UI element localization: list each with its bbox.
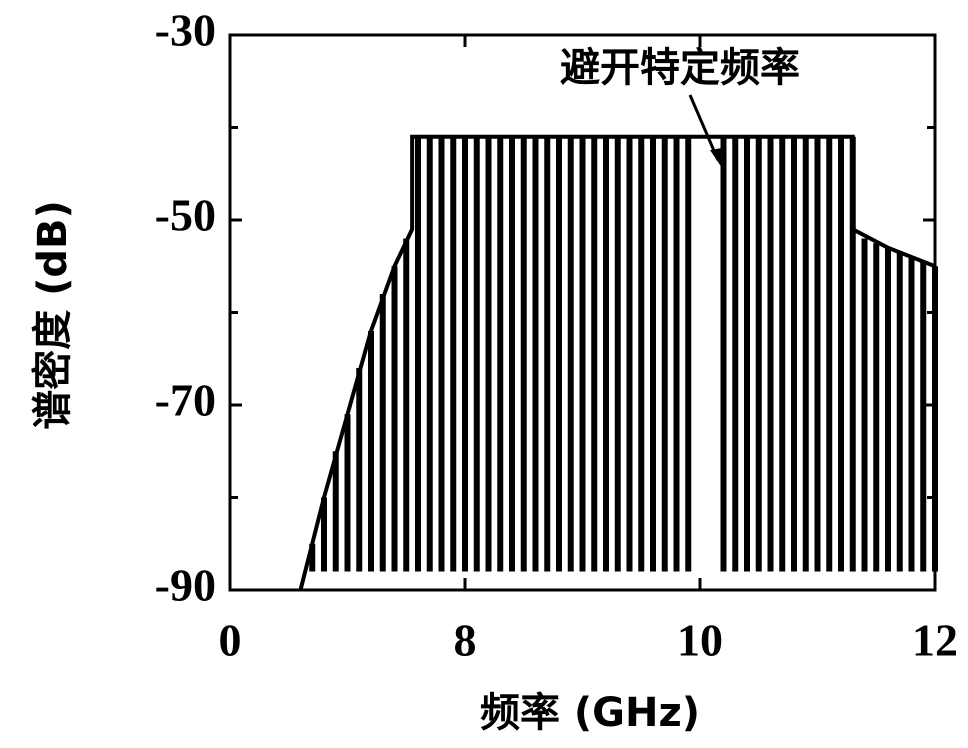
- y-tick-label: -70: [155, 375, 216, 426]
- x-tick-label: 0: [219, 615, 242, 666]
- x-axis-label: 频率 (GHz): [480, 690, 700, 736]
- annotation: 避开特定频率: [560, 45, 800, 91]
- annotation-arrow: [688, 94, 720, 161]
- y-tick-label: -50: [155, 190, 216, 241]
- annotation-arrowhead: [710, 148, 722, 168]
- y-axis-label: 谱密度 (dB): [30, 200, 76, 430]
- x-tick-label: 12: [912, 615, 958, 666]
- envelope: [298, 134, 936, 591]
- x-tick-label: 10: [677, 615, 723, 666]
- y-tick-label: -30: [155, 5, 216, 56]
- y-tick-label: -90: [155, 560, 216, 611]
- x-tick-label: 8: [454, 615, 477, 666]
